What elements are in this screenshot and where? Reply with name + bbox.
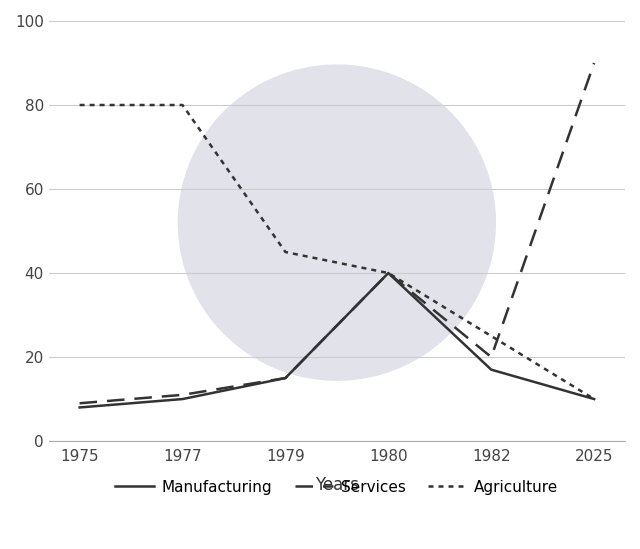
X-axis label: Years: Years [315,475,359,494]
Ellipse shape [179,65,495,380]
Legend: Manufacturing, Services, Agriculture: Manufacturing, Services, Agriculture [109,473,564,501]
